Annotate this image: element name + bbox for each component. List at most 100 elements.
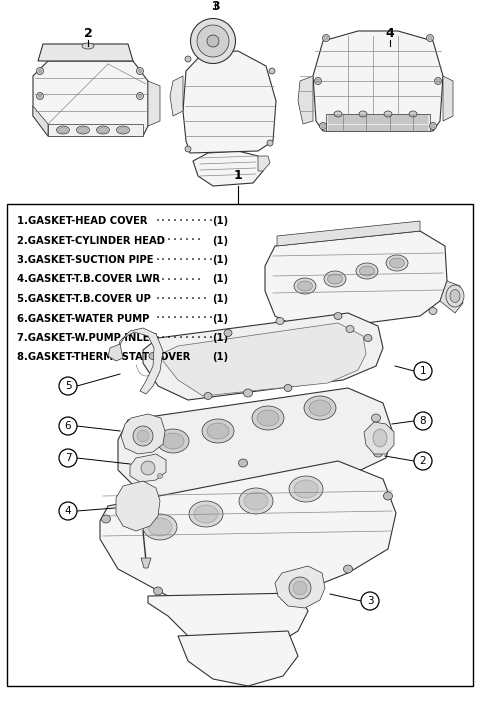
Ellipse shape (334, 313, 342, 320)
Ellipse shape (386, 255, 408, 271)
Ellipse shape (202, 419, 234, 443)
Polygon shape (326, 114, 430, 131)
Ellipse shape (101, 515, 110, 523)
Ellipse shape (276, 318, 284, 325)
Ellipse shape (372, 414, 381, 422)
Text: (1): (1) (212, 294, 228, 304)
Text: 8.GASKET-THERMOSTAT COVER: 8.GASKET-THERMOSTAT COVER (17, 352, 191, 362)
Ellipse shape (384, 111, 392, 117)
Ellipse shape (320, 123, 326, 129)
Text: 8: 8 (420, 416, 426, 426)
Ellipse shape (117, 126, 130, 134)
Ellipse shape (284, 385, 292, 392)
Polygon shape (163, 323, 366, 396)
Ellipse shape (224, 330, 232, 337)
Ellipse shape (36, 92, 44, 100)
Ellipse shape (139, 69, 142, 73)
Ellipse shape (316, 79, 320, 83)
Polygon shape (193, 151, 263, 186)
Ellipse shape (204, 393, 212, 400)
Ellipse shape (298, 281, 312, 291)
Text: (1): (1) (212, 236, 228, 246)
Ellipse shape (191, 18, 236, 64)
Polygon shape (313, 31, 443, 131)
Ellipse shape (364, 335, 372, 342)
Circle shape (414, 412, 432, 430)
Text: 3: 3 (211, 0, 219, 13)
Text: 3: 3 (367, 596, 373, 606)
Ellipse shape (430, 123, 436, 129)
Ellipse shape (137, 430, 149, 442)
Polygon shape (440, 281, 463, 313)
Ellipse shape (373, 429, 387, 447)
Polygon shape (118, 328, 163, 394)
Text: 7.GASKET-W.PUMP INLET: 7.GASKET-W.PUMP INLET (17, 333, 156, 343)
Ellipse shape (119, 128, 128, 133)
Ellipse shape (185, 146, 191, 152)
Ellipse shape (434, 78, 442, 85)
Ellipse shape (389, 258, 405, 268)
Ellipse shape (309, 400, 331, 416)
Text: 6.GASKET-WATER PUMP: 6.GASKET-WATER PUMP (17, 313, 149, 323)
Ellipse shape (239, 459, 248, 467)
Ellipse shape (450, 289, 460, 302)
Ellipse shape (157, 429, 189, 453)
Text: (1): (1) (212, 275, 228, 285)
Ellipse shape (82, 43, 94, 49)
Ellipse shape (428, 36, 432, 40)
Ellipse shape (436, 79, 440, 83)
Ellipse shape (239, 488, 273, 514)
Ellipse shape (136, 92, 144, 100)
Ellipse shape (267, 140, 273, 146)
Ellipse shape (194, 505, 218, 523)
Text: ·········: ········· (155, 294, 209, 304)
Polygon shape (443, 76, 453, 121)
Text: 1: 1 (420, 366, 426, 376)
Ellipse shape (141, 461, 155, 475)
Ellipse shape (431, 124, 435, 128)
Text: 4: 4 (385, 27, 395, 40)
Ellipse shape (346, 325, 354, 333)
Text: ··········: ·········· (155, 333, 215, 343)
Ellipse shape (57, 126, 70, 134)
Ellipse shape (148, 518, 172, 536)
Ellipse shape (289, 476, 323, 502)
Text: 2.GASKET-CYLINDER HEAD: 2.GASKET-CYLINDER HEAD (17, 236, 165, 246)
Ellipse shape (79, 128, 87, 133)
Ellipse shape (59, 128, 68, 133)
Ellipse shape (243, 389, 252, 397)
Ellipse shape (324, 271, 346, 287)
Polygon shape (148, 81, 160, 126)
Ellipse shape (143, 514, 177, 540)
Ellipse shape (269, 68, 275, 74)
Ellipse shape (304, 396, 336, 420)
Ellipse shape (136, 68, 144, 75)
Text: 2: 2 (420, 456, 426, 466)
Polygon shape (141, 558, 151, 568)
Ellipse shape (38, 69, 41, 73)
Ellipse shape (409, 111, 417, 117)
Polygon shape (108, 344, 123, 361)
Text: ··········: ·········· (155, 216, 215, 226)
Circle shape (414, 452, 432, 470)
Circle shape (59, 502, 77, 520)
Polygon shape (265, 231, 447, 331)
Text: 6: 6 (65, 421, 72, 431)
Polygon shape (118, 388, 393, 513)
Ellipse shape (289, 577, 311, 599)
Ellipse shape (293, 581, 307, 595)
Polygon shape (178, 631, 298, 686)
Text: 1: 1 (234, 169, 242, 182)
Text: (1): (1) (212, 333, 228, 343)
Ellipse shape (314, 78, 322, 85)
Ellipse shape (207, 423, 229, 439)
Text: 3.GASKET-SUCTION PIPE: 3.GASKET-SUCTION PIPE (17, 255, 154, 265)
Ellipse shape (185, 56, 191, 62)
Polygon shape (277, 221, 420, 246)
Ellipse shape (207, 35, 219, 47)
Ellipse shape (360, 266, 374, 276)
Polygon shape (121, 414, 165, 454)
Text: 4: 4 (65, 506, 72, 516)
Ellipse shape (294, 480, 318, 498)
Ellipse shape (157, 474, 163, 479)
